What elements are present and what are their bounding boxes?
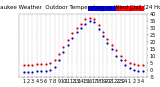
Point — [75, 31, 78, 33]
Point — [44, 70, 47, 72]
Point — [141, 65, 144, 66]
Point — [106, 42, 109, 44]
Point — [49, 62, 51, 63]
Point — [93, 22, 96, 23]
Point — [66, 40, 69, 41]
Point — [71, 33, 73, 34]
Point — [137, 65, 140, 66]
Point — [133, 69, 135, 70]
Point — [49, 69, 51, 70]
Point — [75, 27, 78, 29]
Point — [22, 72, 25, 73]
Point — [124, 65, 126, 66]
Point — [97, 24, 100, 26]
Point — [58, 54, 60, 55]
Point — [102, 35, 104, 37]
Point — [27, 72, 29, 73]
Point — [111, 44, 113, 45]
Point — [115, 49, 118, 51]
Point — [84, 23, 87, 24]
Text: Milwaukee Weather  Outdoor Temperature vs Wind Chill (24 Hours): Milwaukee Weather Outdoor Temperature vs… — [0, 5, 160, 10]
Point — [128, 68, 131, 69]
Point — [58, 59, 60, 61]
Point — [84, 19, 87, 20]
Point — [80, 27, 82, 29]
Point — [115, 55, 118, 56]
Point — [88, 17, 91, 19]
Point — [31, 65, 34, 66]
Bar — [88, 6, 116, 11]
Point — [31, 72, 34, 73]
Point — [62, 51, 65, 52]
Point — [97, 29, 100, 30]
Point — [62, 47, 65, 48]
Point — [119, 55, 122, 56]
Point — [22, 65, 25, 66]
Point — [119, 59, 122, 61]
Point — [102, 31, 104, 33]
Point — [80, 23, 82, 24]
Point — [53, 59, 56, 61]
Point — [71, 37, 73, 38]
Point — [66, 44, 69, 45]
Point — [40, 63, 43, 65]
Point — [93, 19, 96, 20]
Point — [124, 59, 126, 61]
Point — [36, 63, 38, 65]
Point — [111, 48, 113, 49]
Point — [36, 70, 38, 72]
Point — [27, 65, 29, 66]
Point — [40, 70, 43, 72]
Point — [137, 70, 140, 72]
Point — [88, 20, 91, 22]
Point — [141, 70, 144, 72]
Point — [128, 62, 131, 63]
Point — [53, 66, 56, 68]
Point — [106, 38, 109, 40]
Point — [133, 63, 135, 65]
Bar — [116, 6, 144, 11]
Point — [44, 63, 47, 65]
